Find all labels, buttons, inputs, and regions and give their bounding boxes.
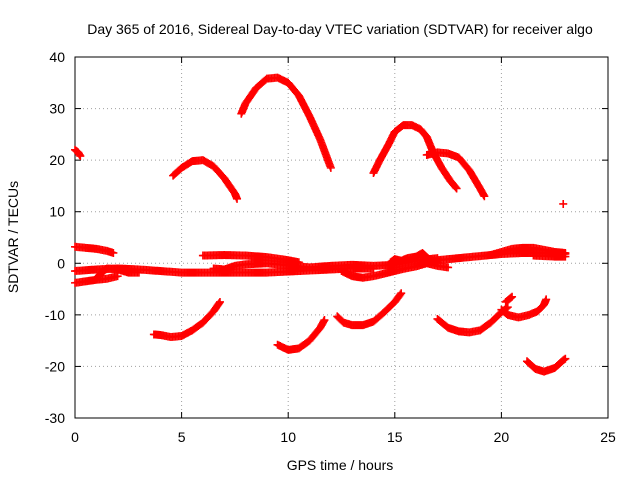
series-arc-8 xyxy=(71,272,122,287)
y-tick-label: 30 xyxy=(49,101,65,117)
y-tick-label: 40 xyxy=(49,49,65,65)
data-point xyxy=(452,184,461,193)
data-point xyxy=(320,316,329,325)
series-arc-6 xyxy=(559,199,568,208)
series-arc-5 xyxy=(422,148,489,201)
series-arc-24 xyxy=(522,354,570,376)
series-arc-10 xyxy=(92,264,143,283)
x-tick-label: 15 xyxy=(387,429,403,445)
series-arc-3 xyxy=(237,73,335,172)
data-point xyxy=(508,292,517,301)
chart-title: Day 365 of 2016, Sidereal Day-to-day VTE… xyxy=(87,21,593,37)
data-point xyxy=(559,199,568,208)
data-point xyxy=(506,293,515,302)
data-point xyxy=(215,297,224,306)
series-arc-2 xyxy=(169,156,242,203)
data-point xyxy=(397,289,406,298)
y-tick-label: 0 xyxy=(57,255,65,271)
series-arc-19 xyxy=(273,316,329,354)
x-tick-label: 25 xyxy=(600,429,616,445)
data-point xyxy=(444,263,453,272)
data-point xyxy=(451,183,460,192)
y-tick-label: -20 xyxy=(45,358,65,374)
data-point xyxy=(542,295,551,304)
plot-frame xyxy=(74,56,609,419)
data-point xyxy=(134,268,143,277)
series-arc-23 xyxy=(501,292,517,306)
x-tick-label: 10 xyxy=(280,429,296,445)
x-tick-label: 5 xyxy=(178,429,186,445)
series-arc-4 xyxy=(369,121,461,193)
x-tick-label: 20 xyxy=(494,429,510,445)
y-tick-label: -10 xyxy=(45,307,65,323)
data-point xyxy=(561,354,570,363)
data-point xyxy=(76,152,85,161)
data-point xyxy=(109,248,118,257)
y-axis-title: SDTVAR / TECUs xyxy=(5,181,21,293)
data-point xyxy=(233,194,242,203)
series-arc-22 xyxy=(497,295,551,322)
y-tick-label: 10 xyxy=(49,204,65,220)
series-arc-18 xyxy=(149,297,224,342)
x-axis-title: GPS time / hours xyxy=(287,457,394,473)
series-arc-7 xyxy=(71,242,118,257)
series-arc-20 xyxy=(333,289,406,330)
series-arc-14 xyxy=(386,248,442,267)
series-arc-1 xyxy=(71,145,85,161)
data-points xyxy=(71,73,570,376)
data-point xyxy=(396,290,405,299)
series-arc-12 xyxy=(209,254,442,274)
data-point xyxy=(480,192,489,201)
y-tick-label: 20 xyxy=(49,152,65,168)
data-point xyxy=(561,252,570,261)
x-tick-label: 0 xyxy=(71,429,79,445)
data-point xyxy=(326,163,335,172)
data-point xyxy=(503,303,512,312)
data-point xyxy=(113,272,122,281)
axis-ticks: 0 5 10 15 20 25 -30 -20 -10 0 10 20 30 40 xyxy=(45,49,616,445)
series-arc-17 xyxy=(529,251,570,261)
y-tick-label: -30 xyxy=(45,410,65,426)
series-arc-21 xyxy=(433,303,512,337)
